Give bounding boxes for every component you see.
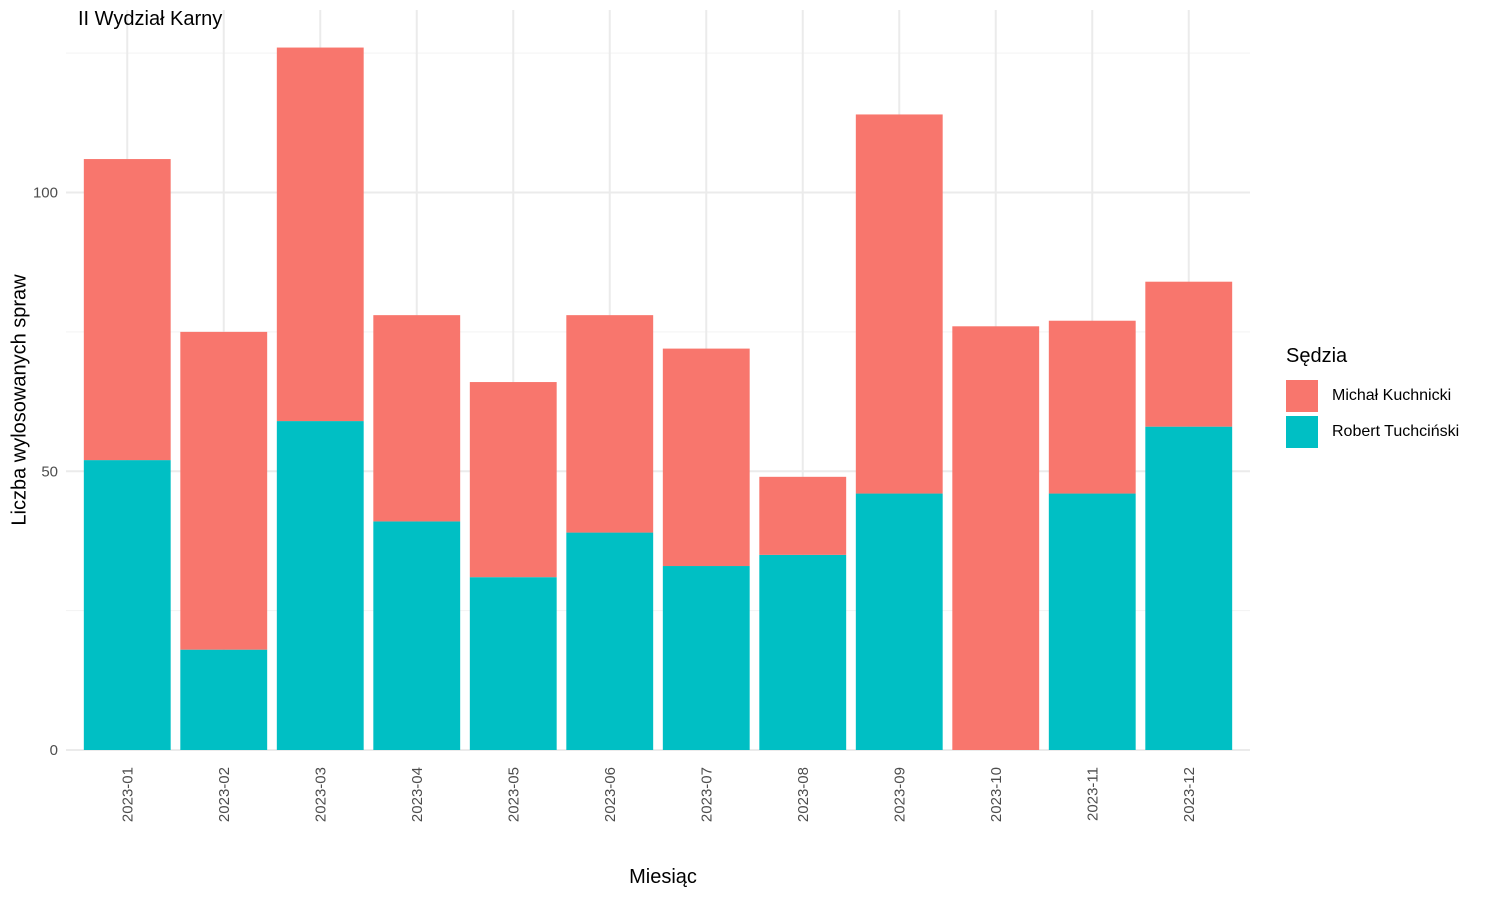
- x-tick-2023-06: 2023-06: [602, 767, 619, 822]
- bar-robert-2023-12: [1145, 426, 1233, 750]
- bar-robert-2023-02: [180, 649, 268, 750]
- x-tick-2023-12: 2023-12: [1181, 767, 1198, 822]
- x-tick-2023-10: 2023-10: [988, 767, 1005, 822]
- legend: Sędzia Michał Kuchnicki Robert Tuchcińsk…: [1286, 345, 1459, 450]
- legend-label-robert: Robert Tuchciński: [1332, 423, 1460, 440]
- bar-robert-2023-11: [1048, 493, 1136, 750]
- legend-swatch-michal: [1286, 380, 1318, 412]
- bar-michal-2023-05: [469, 382, 557, 578]
- bar-robert-2023-05: [469, 577, 557, 750]
- x-tick-2023-04: 2023-04: [409, 767, 426, 822]
- y-tick-0: 0: [50, 742, 58, 759]
- x-tick-2023-07: 2023-07: [698, 767, 715, 822]
- x-tick-2023-08: 2023-08: [795, 767, 812, 822]
- x-axis-label: Miesiąc: [629, 866, 697, 888]
- bar-robert-2023-08: [759, 554, 847, 750]
- bar-michal-2023-09: [855, 114, 943, 494]
- bar-robert-2023-04: [373, 521, 461, 750]
- bar-michal-2023-07: [662, 348, 750, 567]
- y-axis-label: Liczba wylosowanych spraw: [8, 274, 31, 526]
- x-tick-2023-02: 2023-02: [216, 767, 233, 822]
- bar-robert-2023-06: [566, 532, 654, 750]
- legend-item-robert: Robert Tuchciński: [1286, 414, 1459, 450]
- legend-label-michal: Michał Kuchnicki: [1332, 387, 1452, 404]
- bar-michal-2023-08: [759, 476, 847, 555]
- bar-michal-2023-12: [1145, 281, 1233, 427]
- legend-swatch-robert: [1286, 416, 1318, 448]
- bar-michal-2023-04: [373, 315, 461, 522]
- legend-item-michal: Michał Kuchnicki: [1286, 378, 1459, 414]
- x-tick-2023-11: 2023-11: [1084, 767, 1101, 821]
- x-tick-2023-09: 2023-09: [891, 767, 908, 822]
- bar-robert-2023-09: [855, 493, 943, 750]
- y-tick-50: 50: [41, 463, 58, 480]
- x-tick-2023-05: 2023-05: [505, 767, 522, 822]
- x-tick-labels: 2023-01 2023-02 2023-03 2023-04 2023-05 2023-…: [119, 767, 1198, 822]
- chart-title: II Wydział Karny: [78, 8, 223, 30]
- y-tick-100: 100: [33, 185, 58, 202]
- bar-robert-2023-07: [662, 566, 750, 750]
- bar-michal-2023-03: [276, 47, 364, 422]
- bar-robert-2023-03: [276, 421, 364, 750]
- x-tick-2023-03: 2023-03: [312, 767, 329, 822]
- bars: [83, 47, 1233, 750]
- bar-michal-2023-11: [1048, 320, 1136, 494]
- bar-robert-2023-01: [83, 460, 171, 750]
- bar-michal-2023-06: [566, 315, 654, 533]
- bar-michal-2023-01: [83, 159, 171, 461]
- y-tick-labels: 0 50 100: [33, 185, 58, 760]
- legend-title: Sędzia: [1286, 345, 1348, 367]
- bar-michal-2023-02: [180, 331, 268, 650]
- bar-michal-2023-10: [952, 326, 1040, 750]
- x-tick-2023-01: 2023-01: [119, 767, 136, 822]
